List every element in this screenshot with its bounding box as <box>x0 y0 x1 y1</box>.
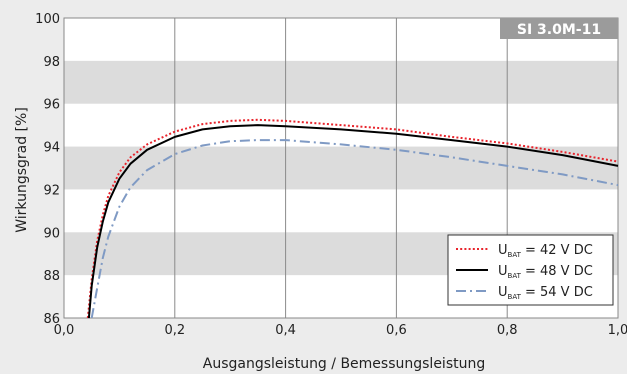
y-tick-labels: 86 88 90 92 94 96 98 100 <box>35 12 60 327</box>
y-tick-label: 86 <box>43 312 60 327</box>
series-line-1 <box>86 118 619 319</box>
legend-label-3: UBAT = 54 V DC <box>498 285 593 301</box>
x-tick-label: 0,2 <box>164 323 185 338</box>
x-tick-label: 0,8 <box>497 323 518 338</box>
grid-band <box>64 146 618 190</box>
grid-band <box>64 60 618 104</box>
series-line-3 <box>90 139 619 319</box>
x-tick-label: 0,6 <box>386 323 407 338</box>
plot-frame <box>63 17 619 319</box>
vertical-gridlines <box>174 18 508 318</box>
chart-title: SI 3.0M-11 <box>517 22 601 38</box>
y-tick-label: 98 <box>43 55 60 70</box>
y-tick-label: 88 <box>43 269 60 284</box>
x-tick-label: 0,4 <box>275 323 296 338</box>
x-axis-label: Ausgangsleistung / Bemessungsleistung <box>203 356 485 372</box>
x-tick-label: 1,0 <box>608 323 627 338</box>
legend: UBAT = 42 V DC UBAT = 48 V DC UBAT = 54 V … <box>447 234 614 306</box>
legend-label-1: UBAT = 42 V DC <box>498 243 593 259</box>
legend-label-2: UBAT = 48 V DC <box>498 264 593 280</box>
y-axis-label: Wirkungsgrad [%] <box>14 107 30 233</box>
series-lines <box>86 118 619 319</box>
series-line-2 <box>87 124 619 319</box>
y-tick-label: 100 <box>35 12 60 27</box>
y-tick-label: 96 <box>43 98 60 113</box>
y-tick-label: 94 <box>43 141 60 156</box>
y-tick-label: 92 <box>43 183 60 198</box>
x-tick-label: 0,0 <box>54 323 75 338</box>
model-badge: SI 3.0M-11 <box>500 18 618 39</box>
x-tick-labels: 0,0 0,2 0,4 0,6 0,8 1,0 <box>54 323 627 338</box>
y-tick-label: 90 <box>43 226 60 241</box>
